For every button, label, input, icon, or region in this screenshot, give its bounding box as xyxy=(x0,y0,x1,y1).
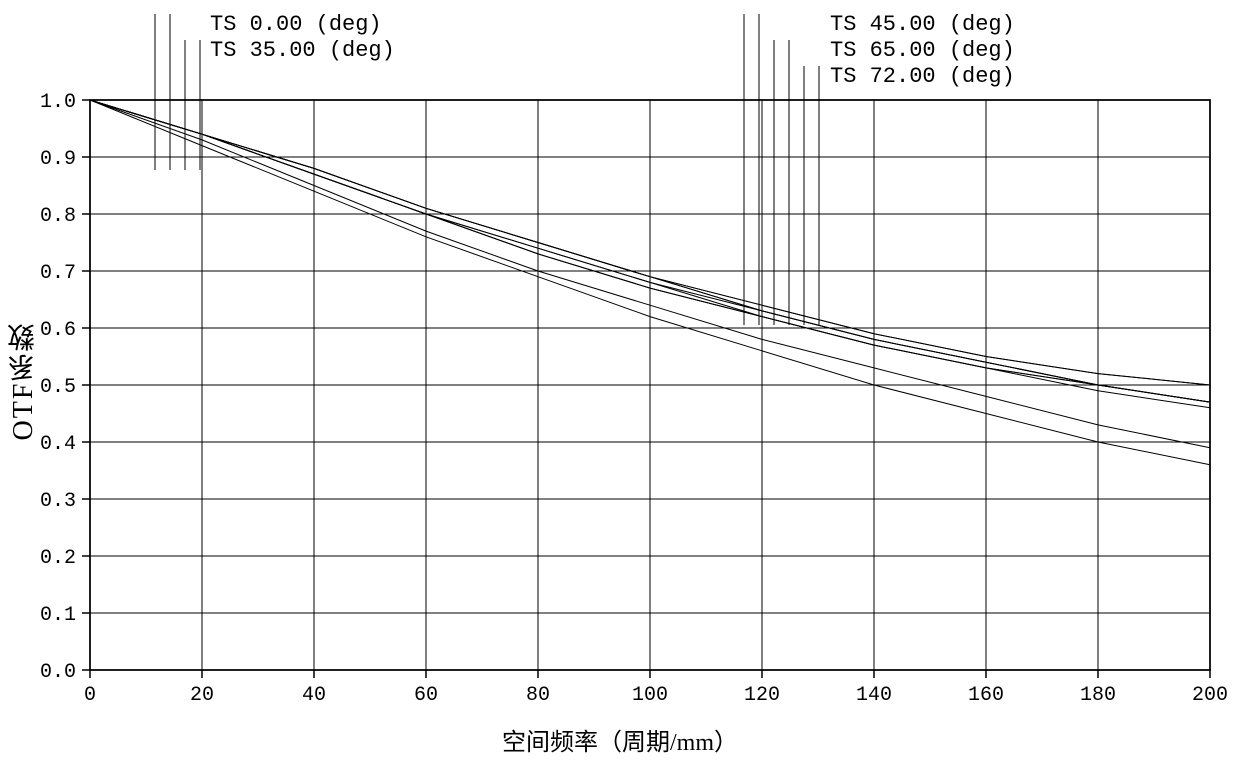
y-tick-label: 0.2 xyxy=(40,547,76,570)
x-tick-label: 140 xyxy=(856,684,892,707)
x-axis-label: 空间频率（周期/mm） xyxy=(502,722,738,757)
legend-label: TS 45.00 (deg) xyxy=(830,12,1015,37)
y-tick-label: 0.1 xyxy=(40,604,76,627)
x-tick-label: 120 xyxy=(744,684,780,707)
legend-label: TS 65.00 (deg) xyxy=(830,38,1015,63)
x-tick-label: 40 xyxy=(302,684,326,707)
y-tick-label: 0.6 xyxy=(40,319,76,342)
legend-label: TS 0.00 (deg) xyxy=(210,12,382,37)
y-tick-label: 0.3 xyxy=(40,490,76,513)
y-tick-label: 0.5 xyxy=(40,376,76,399)
x-tick-label: 80 xyxy=(526,684,550,707)
y-tick-label: 1.0 xyxy=(40,91,76,114)
y-tick-label: 0.0 xyxy=(40,661,76,684)
y-tick-label: 0.7 xyxy=(40,262,76,285)
x-tick-label: 160 xyxy=(968,684,1004,707)
legend-label: TS 72.00 (deg) xyxy=(830,64,1015,89)
x-tick-label: 60 xyxy=(414,684,438,707)
y-tick-label: 0.9 xyxy=(40,148,76,171)
y-tick-label: 0.8 xyxy=(40,205,76,228)
x-tick-label: 0 xyxy=(84,684,96,707)
x-tick-label: 100 xyxy=(632,684,668,707)
y-axis-label: OTF系数 xyxy=(4,321,44,440)
chart-svg: 0 20 40 60 80 100 120 140 160 180 200 0.0 0.1 0.2 0.3 0… xyxy=(0,0,1240,761)
mtf-chart: OTF系数 空间频率（周期/mm） 0 20 40 60 80 100 120 140 160 1… xyxy=(0,0,1240,761)
x-tick-label: 180 xyxy=(1080,684,1116,707)
x-tick-label: 20 xyxy=(190,684,214,707)
legend-label: TS 35.00 (deg) xyxy=(210,38,395,63)
y-tick-label: 0.4 xyxy=(40,433,76,456)
x-tick-label: 200 xyxy=(1192,684,1228,707)
